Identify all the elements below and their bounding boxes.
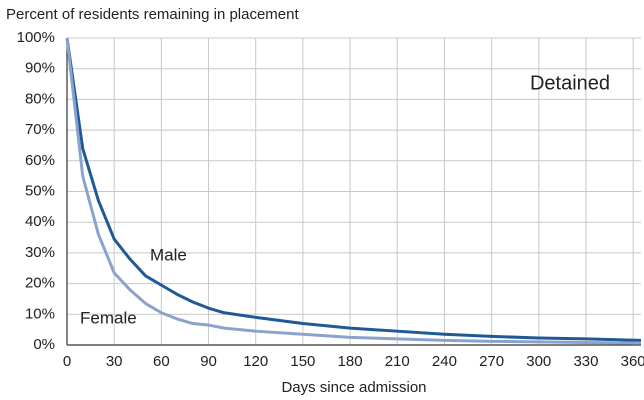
annotation: Detained [530, 72, 610, 94]
x-tick-label: 180 [338, 353, 363, 370]
x-tick-label: 60 [153, 353, 170, 370]
x-tick-label: 240 [432, 353, 457, 370]
y-tick-label: 90% [25, 60, 55, 77]
y-tick-label: 60% [25, 152, 55, 169]
x-tick-label: 30 [106, 353, 123, 370]
x-tick-label: 120 [243, 353, 268, 370]
y-tick-label: 80% [25, 90, 55, 107]
x-tick-label: 150 [290, 353, 315, 370]
x-tick-label: 210 [385, 353, 410, 370]
y-tick-label: 40% [25, 213, 55, 230]
y-tick-label: 10% [25, 305, 55, 322]
x-tick-label: 90 [200, 353, 217, 370]
x-tick-label: 300 [526, 353, 551, 370]
annotation: Male [150, 245, 187, 264]
y-tick-label: 50% [25, 182, 55, 199]
chart-title: Percent of residents remaining in placem… [6, 6, 299, 23]
x-tick-label: 330 [573, 353, 598, 370]
y-tick-label: 100% [17, 29, 55, 46]
series-line [65, 37, 642, 345]
x-tick-label: 0 [63, 353, 71, 370]
y-tick-label: 20% [25, 275, 55, 292]
y-tick-label: 30% [25, 244, 55, 261]
y-tick-label: 70% [25, 121, 55, 138]
x-tick-label: 360 [621, 353, 644, 370]
annotation: Female [80, 308, 137, 327]
y-tick-label: 0% [33, 336, 55, 353]
series-line [65, 37, 642, 342]
x-axis-label: Days since admission [281, 379, 426, 396]
x-tick-label: 270 [479, 353, 504, 370]
